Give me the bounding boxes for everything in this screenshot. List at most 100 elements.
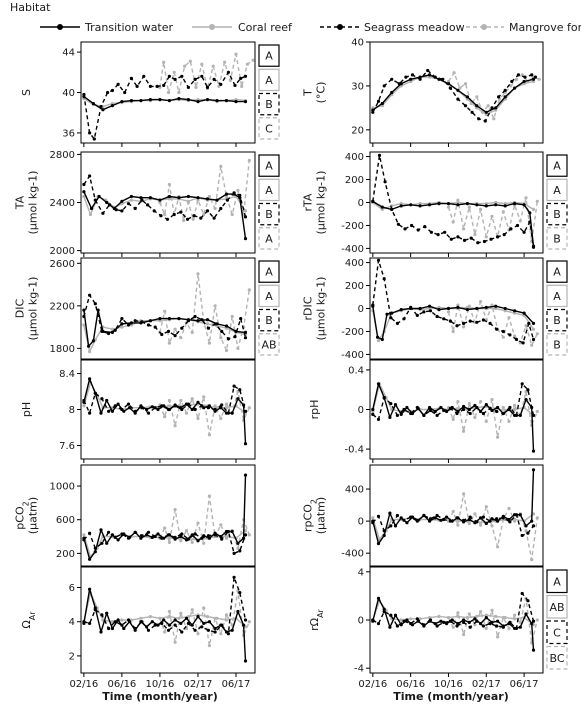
data-point (190, 540, 194, 545)
data-point (129, 76, 133, 80)
series-line-mangrove-forest (159, 53, 254, 94)
data-point (475, 104, 479, 108)
significance-letter: B (265, 208, 273, 221)
plot-area (371, 153, 539, 249)
letter-box (546, 645, 568, 670)
data-point (166, 628, 171, 632)
data-point (190, 623, 194, 627)
data-point (416, 406, 420, 411)
data-point (173, 424, 177, 428)
data-point (456, 406, 460, 411)
y-axis-title: TA (14, 195, 27, 210)
data-point (475, 320, 479, 324)
data-point (433, 409, 437, 414)
data-point (105, 398, 109, 403)
data-point (473, 512, 477, 516)
data-point (93, 550, 97, 554)
series-line-seagrass-meadow (83, 175, 247, 221)
data-point (213, 304, 217, 308)
y-tick-label: 7.6 (59, 441, 75, 452)
data-point (428, 309, 433, 313)
y-axis-title: rDIC (302, 296, 315, 320)
data-point (232, 575, 236, 579)
data-point (205, 318, 210, 322)
data-point (126, 402, 131, 406)
data-point (393, 403, 398, 407)
y-axis-title: S (20, 89, 33, 96)
data-point (518, 413, 522, 417)
data-point (91, 102, 95, 106)
data-point (82, 404, 86, 408)
data-point (446, 616, 451, 620)
data-point (494, 106, 498, 110)
data-point (215, 99, 219, 103)
data-point (122, 626, 126, 631)
data-point (155, 84, 159, 88)
data-point (433, 516, 437, 520)
data-point (245, 62, 249, 66)
data-point (513, 613, 517, 617)
y-tick-label: 400 (345, 258, 364, 269)
data-point (468, 515, 472, 519)
data-point (415, 617, 419, 621)
x-tick-label: 06/17 (222, 679, 251, 690)
data-point (135, 84, 139, 88)
data-point (179, 406, 183, 410)
data-point (380, 101, 384, 106)
data-point (385, 312, 389, 316)
data-point (105, 611, 109, 615)
legend: Habitat Transition water Coral reef Seag… (10, 1, 581, 34)
legend-item-transition-water: Transition water (40, 21, 174, 34)
data-point (467, 517, 471, 522)
data-point (196, 198, 200, 202)
y-axis-title: pH (20, 402, 33, 417)
panel-frame (80, 464, 256, 567)
y-tick-label: -4 (354, 664, 364, 675)
data-point (101, 211, 105, 215)
data-point (226, 337, 230, 341)
data-point (523, 75, 527, 79)
data-point (484, 613, 488, 617)
data-point (451, 329, 455, 334)
data-point (225, 198, 229, 202)
data-point (82, 400, 86, 404)
data-point (490, 214, 494, 218)
data-point (92, 137, 96, 141)
data-point (148, 319, 152, 323)
data-point (501, 624, 505, 628)
data-point (215, 322, 219, 326)
data-point (179, 398, 183, 403)
data-point (212, 77, 216, 81)
data-point (82, 94, 86, 99)
data-point (456, 305, 460, 309)
data-point (120, 322, 124, 326)
data-point (139, 536, 143, 540)
data-point (251, 58, 255, 62)
data-point (230, 628, 234, 632)
data-point (163, 212, 167, 217)
data-point (496, 619, 500, 623)
plot-area (371, 258, 539, 347)
data-point (224, 630, 229, 634)
data-point (88, 131, 92, 135)
data-point (405, 521, 409, 525)
data-point (205, 615, 210, 619)
data-point (205, 85, 210, 89)
data-point (172, 212, 176, 217)
significance-letter: C (265, 122, 273, 135)
data-point (524, 196, 528, 200)
data-point (167, 317, 171, 321)
data-point (234, 52, 238, 56)
letter-box (258, 284, 280, 308)
data-point (479, 610, 483, 614)
data-point (462, 321, 466, 325)
data-point (462, 227, 466, 231)
data-point (196, 196, 200, 200)
data-point (513, 513, 517, 517)
data-point (513, 626, 517, 631)
data-point (456, 200, 460, 205)
data-point (531, 244, 536, 248)
data-point (484, 626, 488, 631)
